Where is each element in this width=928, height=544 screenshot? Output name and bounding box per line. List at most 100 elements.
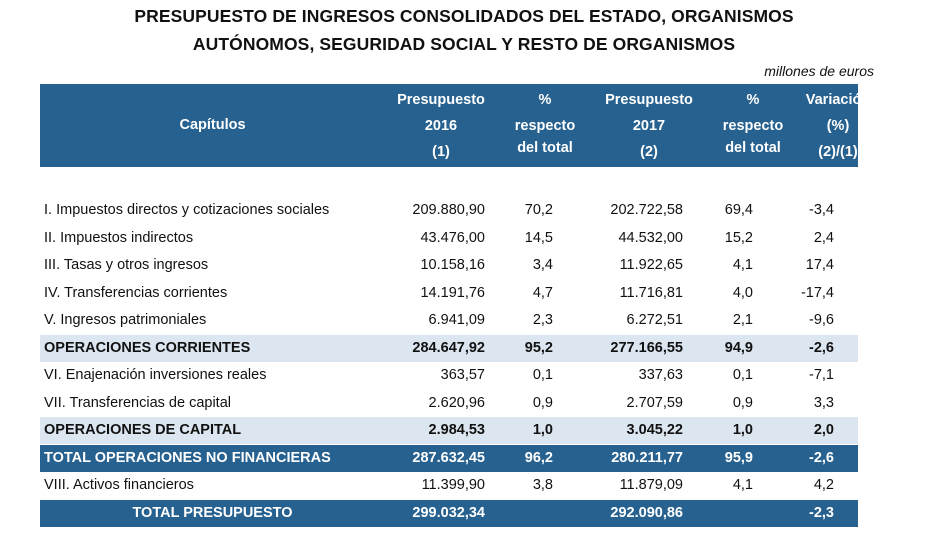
cell-variacion: -7,1 <box>809 367 834 383</box>
cell-pct-2016: 0,9 <box>532 394 553 411</box>
cell-presupuesto-2016: 10.158,16 <box>420 257 485 273</box>
cell-pct-2016: 3,4 <box>532 257 553 273</box>
cell-pct-2017: 4,1 <box>732 257 753 273</box>
table-row: V. Ingresos patrimoniales 6.941,09 2,3 6.27… <box>40 307 858 334</box>
header-text: respecto <box>722 118 784 134</box>
cell-presupuesto-2016: 209.880,90 <box>412 202 485 218</box>
cell-presupuesto-2017: 202.722,58 <box>610 202 683 218</box>
header-text: Presupuesto <box>397 92 485 108</box>
header-text: respecto <box>514 118 576 134</box>
cell-presupuesto-2017: 11.879,09 <box>619 477 683 493</box>
cell-variacion: 2,0 <box>813 422 834 438</box>
cell-pct-2017: 0,9 <box>732 394 753 411</box>
row-label: IV. Transferencias corrientes <box>44 284 228 301</box>
cell-pct-2016: 96,2 <box>524 449 553 466</box>
cell-presupuesto-2017: 277.166,55 <box>610 339 683 356</box>
table-row: OPERACIONES DE CAPITAL 2.984,53 1,0 3.045,2… <box>40 417 858 444</box>
header-capitulos: Capítulos <box>179 117 246 133</box>
cell-pct-2016: 14,5 <box>524 229 553 246</box>
cell-presupuesto-2017: 292.090,86 <box>610 504 683 521</box>
cell-presupuesto-2016: 2.620,96 <box>428 394 485 411</box>
cell-variacion: -9,6 <box>809 312 834 328</box>
row-label: II. Impuestos indirectos <box>44 229 194 246</box>
header-text: (2)/(1) <box>818 144 858 160</box>
header-text: Variación <box>805 92 871 108</box>
cell-presupuesto-2016: 284.647,92 <box>412 339 485 356</box>
cell-pct-2016: 3,8 <box>532 477 553 493</box>
cell-variacion: -3,4 <box>809 202 834 218</box>
header-presupuesto-2016: Presupuesto 2016 (1) <box>385 87 497 165</box>
header-text: (1) <box>432 144 450 160</box>
header-text: (%) <box>826 118 850 134</box>
cell-presupuesto-2016: 11.399,90 <box>421 477 485 493</box>
cell-pct-2017: 2,1 <box>732 312 753 328</box>
header-text: del total <box>725 140 781 156</box>
table-row: II. Impuestos indirectos 43.476,00 14,5 44.… <box>40 225 858 252</box>
row-label: OPERACIONES DE CAPITAL <box>44 422 242 438</box>
cell-pct-2017: 15,2 <box>724 229 753 246</box>
cell-presupuesto-2017: 337,63 <box>638 367 683 383</box>
table-row: III. Tasas y otros ingresos 10.158,16 3,4 1… <box>40 252 858 279</box>
cell-pct-2017: 4,1 <box>732 477 753 493</box>
cell-presupuesto-2017: 6.272,51 <box>626 312 683 328</box>
cell-presupuesto-2016: 287.632,45 <box>412 449 485 466</box>
cell-variacion: 4,2 <box>813 477 834 493</box>
row-label: OPERACIONES CORRIENTES <box>44 339 251 356</box>
cell-presupuesto-2016: 363,57 <box>440 367 485 383</box>
table-row: I. Impuestos directos y cotizaciones soc… <box>40 197 858 224</box>
header-text: Presupuesto <box>605 92 693 108</box>
cell-pct-2016: 4,7 <box>532 284 553 301</box>
header-text: del total <box>517 140 573 156</box>
cell-presupuesto-2017: 44.532,00 <box>618 229 683 246</box>
header-presupuesto-2017: Presupuesto 2017 (2) <box>593 87 705 165</box>
cell-variacion: -2,6 <box>809 339 834 356</box>
cell-pct-2017: 94,9 <box>724 339 753 356</box>
header-text: 2016 <box>424 118 458 134</box>
cell-variacion: -2,6 <box>809 449 834 466</box>
units-note: millones de euros <box>764 63 874 79</box>
cell-pct-2016: 2,3 <box>532 312 553 328</box>
cell-presupuesto-2017: 280.211,77 <box>611 449 683 466</box>
header-text: % <box>746 92 760 108</box>
header-text: 2017 <box>632 118 666 134</box>
table-row: VI. Enajenación inversiones reales 363,57… <box>40 362 858 389</box>
title-line-2: AUTÓNOMOS, SEGURIDAD SOCIAL Y RESTO DE O… <box>192 34 736 54</box>
cell-pct-2017: 0,1 <box>732 367 753 383</box>
row-label: VIII. Activos financieros <box>44 477 194 493</box>
row-label: TOTAL PRESUPUESTO <box>132 504 293 521</box>
cell-pct-2016: 0,1 <box>532 367 553 383</box>
cell-pct-2017: 95,9 <box>724 449 753 466</box>
header-pct-2017: % respecto del total <box>705 87 801 161</box>
table-row: VII. Transferencias de capital 2.620,96 0,… <box>40 390 858 417</box>
cell-variacion: 17,4 <box>805 257 834 273</box>
cell-presupuesto-2017: 11.922,65 <box>619 257 683 273</box>
cell-presupuesto-2017: 2.707,59 <box>626 394 683 411</box>
cell-variacion: -2,3 <box>809 504 834 521</box>
table-row: TOTAL PRESUPUESTO 299.032,34 292.090,86 -2,… <box>40 499 858 527</box>
cell-presupuesto-2017: 11.716,81 <box>619 284 683 301</box>
row-label: VI. Enajenación inversiones reales <box>44 367 267 383</box>
cell-presupuesto-2017: 3.045,22 <box>626 422 683 438</box>
table-row: OPERACIONES CORRIENTES 284.647,92 95,2 277.… <box>40 334 858 362</box>
cell-variacion: -17,4 <box>800 284 834 301</box>
row-label: VII. Transferencias de capital <box>44 394 231 411</box>
cell-presupuesto-2016: 299.032,34 <box>412 504 485 521</box>
cell-presupuesto-2016: 6.941,09 <box>428 312 485 328</box>
cell-pct-2017: 69,4 <box>724 202 753 218</box>
cell-pct-2016: 70,2 <box>524 202 553 218</box>
cell-pct-2017: 4,0 <box>732 284 753 301</box>
row-label: I. Impuestos directos y cotizaciones soc… <box>44 202 330 218</box>
table-row: VIII. Activos financieros 11.399,90 3,8 11.… <box>40 472 858 499</box>
cell-variacion: 2,4 <box>813 229 834 246</box>
cell-pct-2016: 1,0 <box>532 422 553 438</box>
header-variacion: Variación (%) (2)/(1) <box>795 87 881 165</box>
header-text: % <box>538 92 552 108</box>
table-row: TOTAL OPERACIONES NO FINANCIERAS 287.632,… <box>40 444 858 472</box>
table-row: IV. Transferencias corrientes 14.191,76 4,… <box>40 280 858 307</box>
table-header: Capítulos Presupuesto 2016 (1) % respecto de… <box>40 84 870 167</box>
header-text: (2) <box>640 144 658 160</box>
row-label: TOTAL OPERACIONES NO FINANCIERAS <box>44 449 331 466</box>
cell-variacion: 3,3 <box>813 394 834 411</box>
title-line-1: PRESUPUESTO DE INGRESOS CONSOLIDADOS DEL… <box>134 6 794 26</box>
